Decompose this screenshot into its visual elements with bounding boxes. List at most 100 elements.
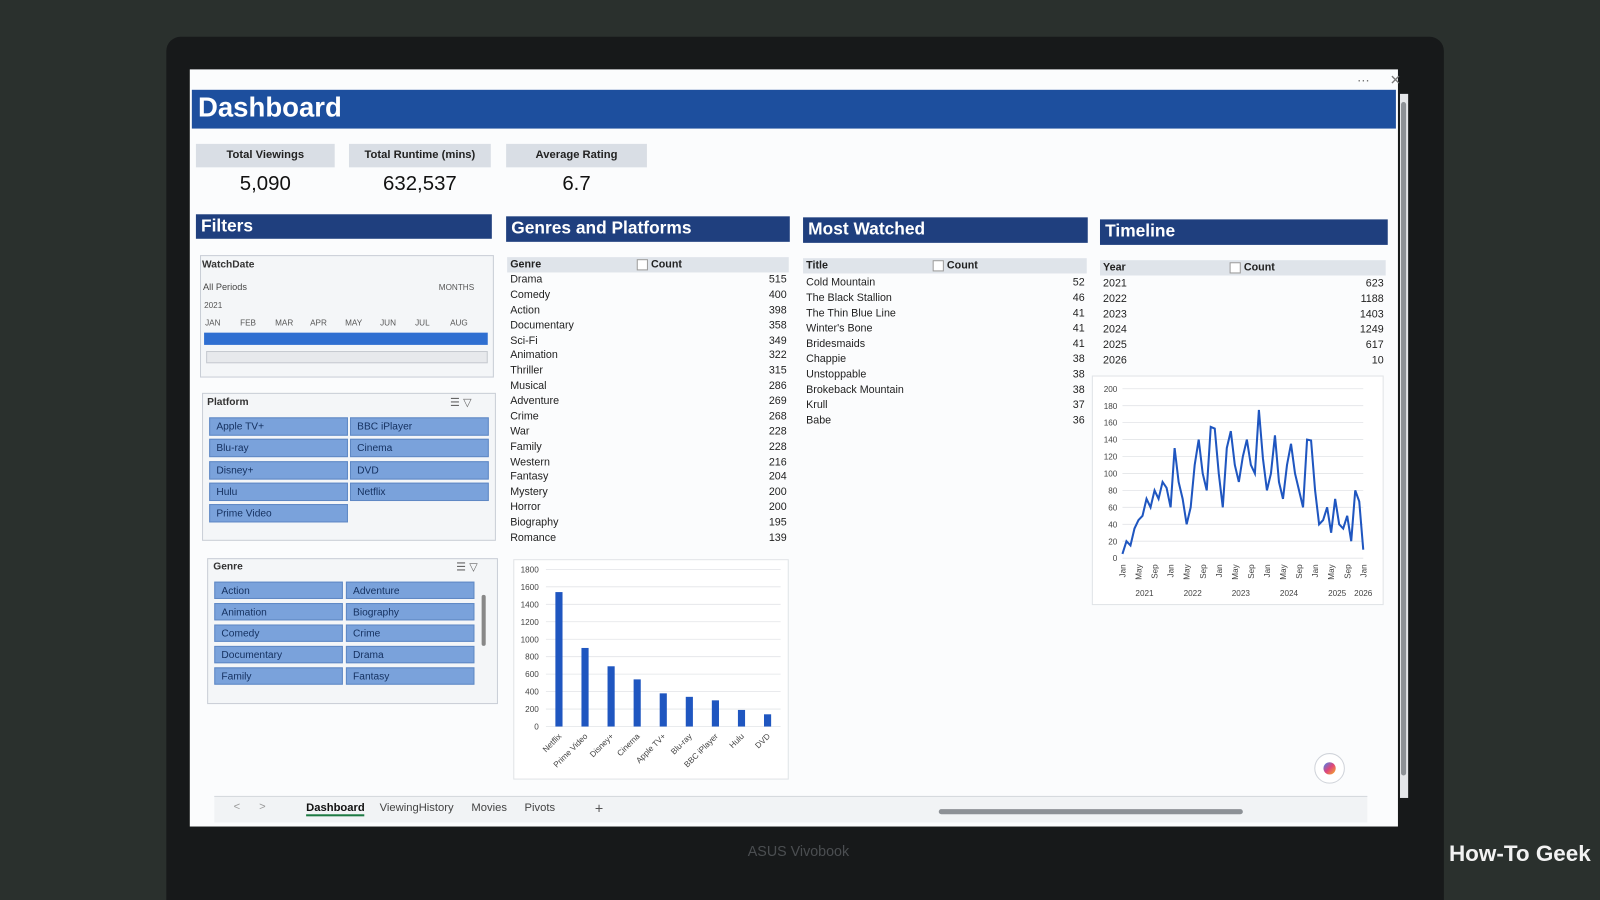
add-sheet[interactable]: +	[594, 799, 604, 817]
slicer-button[interactable]: Blu-ray	[209, 439, 348, 458]
table-cell: Musical	[510, 379, 547, 392]
y-tick-label: 80	[1108, 486, 1118, 495]
slicer-button[interactable]: Cinema	[349, 439, 489, 458]
column-header[interactable]: Year	[1103, 261, 1126, 274]
table-cell: Cold Mountain	[806, 276, 876, 289]
table-cell: The Thin Blue Line	[806, 307, 896, 320]
x-tick-label: May	[1231, 563, 1240, 579]
line-series	[1121, 409, 1365, 555]
slicer-button[interactable]: BBC iPlayer	[349, 417, 489, 436]
filter-dropdown[interactable]	[1229, 262, 1241, 274]
table-cell: 46	[1072, 291, 1085, 305]
slicer-scroll[interactable]	[481, 594, 486, 646]
scroll-thumb[interactable]	[1401, 102, 1407, 776]
vertical-scrollbar[interactable]	[1399, 93, 1409, 798]
slicer-level[interactable]: MONTHS	[438, 282, 475, 292]
table-cell: Winter's Bone	[806, 322, 873, 335]
slicer-button[interactable]: Disney+	[209, 460, 348, 480]
filter-dropdown[interactable]	[932, 260, 944, 272]
y-tick-label: 180	[1104, 402, 1118, 411]
table-cell: Adventure	[510, 394, 560, 408]
kpi-label: Average Rating	[506, 143, 647, 168]
table-cell: 139	[768, 531, 787, 544]
slicer-month: MAR	[275, 318, 294, 328]
table-cell: The Black Stallion	[806, 291, 892, 305]
x-group-label: 2023	[1232, 589, 1251, 598]
kpi-value: 632,537	[383, 172, 457, 195]
bar	[763, 714, 772, 727]
table-cell: Sci-Fi	[510, 334, 538, 347]
sheet-tab[interactable]: ViewingHistory	[379, 802, 454, 815]
slicer-scroll[interactable]	[206, 351, 488, 364]
kpi-value: 5,090	[239, 172, 291, 195]
filter-dropdown[interactable]	[636, 259, 648, 271]
section-header: Filters	[195, 214, 492, 239]
x-group-label: 2022	[1184, 589, 1203, 598]
table-cell: 37	[1072, 398, 1085, 412]
y-tick-label: 160	[1104, 419, 1118, 428]
slicer-button[interactable]: Crime	[345, 624, 475, 642]
table-cell: 349	[768, 334, 787, 347]
window-close[interactable]: ✕	[1389, 72, 1401, 88]
window-menu: ⋯	[1357, 73, 1370, 88]
sheet-tab[interactable]: Pivots	[524, 802, 556, 815]
slicer-button[interactable]: Apple TV+	[209, 417, 348, 436]
table-cell: Drama	[510, 273, 543, 286]
slicer-button[interactable]: Animation	[214, 603, 343, 621]
table-cell: 41	[1072, 337, 1085, 350]
table-cell: 228	[768, 440, 787, 453]
slicer-button[interactable]: Adventure	[345, 581, 475, 599]
slicer-button[interactable]: Action	[214, 581, 343, 599]
x-tick-label: Jan	[1263, 564, 1272, 577]
slicer-button[interactable]: Fantasy	[345, 667, 475, 685]
slicer-button[interactable]: Biography	[345, 603, 475, 621]
y-tick-label: 200	[1104, 385, 1118, 394]
table-cell: 228	[768, 425, 787, 438]
table-cell: War	[510, 425, 530, 438]
nav-arrow[interactable]: <	[233, 801, 241, 814]
slicer-period-bar[interactable]	[204, 332, 488, 345]
table-cell: Bridesmaids	[806, 337, 866, 350]
slicer-button[interactable]: Comedy	[214, 624, 343, 642]
table-cell: Mystery	[510, 486, 548, 499]
slicer-button[interactable]: Drama	[345, 645, 475, 664]
x-tick-label: Jan	[1359, 564, 1368, 577]
table-cell: 515	[768, 273, 787, 286]
table-cell: Krull	[806, 398, 828, 412]
table-cell: 41	[1072, 322, 1085, 335]
column-header[interactable]: Title	[806, 259, 828, 272]
kpi-label: Total Runtime (mins)	[348, 143, 491, 168]
slicer-button[interactable]: Hulu	[209, 482, 348, 501]
slicer-title: Genre	[213, 561, 243, 573]
table-cell: 1403	[1359, 308, 1384, 321]
table-cell: Western	[510, 455, 550, 468]
sheet-tab[interactable]: Movies	[471, 802, 507, 815]
slicer-button[interactable]: Netflix	[349, 482, 489, 501]
sheet-tab[interactable]: Dashboard	[306, 802, 365, 817]
y-tick-label: 1200	[521, 618, 540, 627]
slicer-button[interactable]: Documentary	[214, 645, 343, 664]
slicer-button[interactable]: Family	[214, 667, 343, 685]
slicer-button[interactable]: DVD	[349, 460, 489, 480]
horizontal-scrollbar[interactable]	[938, 809, 1243, 815]
table-cell: 200	[768, 486, 787, 499]
y-tick-label: 800	[525, 653, 539, 662]
table-cell: 1249	[1359, 323, 1384, 336]
slicer-title: Platform	[207, 396, 249, 409]
column-header[interactable]: Genre	[510, 258, 542, 271]
table-header	[803, 258, 1087, 274]
table-cell: 286	[768, 379, 787, 392]
nav-arrow[interactable]: >	[259, 801, 266, 814]
table-cell: 617	[1365, 338, 1384, 352]
slicer-month: APR	[310, 318, 327, 328]
bar	[633, 679, 641, 727]
y-tick-label: 200	[525, 705, 539, 714]
table-cell: 322	[768, 349, 787, 362]
y-tick-label: 60	[1108, 503, 1118, 512]
x-tick-label: May	[1183, 563, 1192, 579]
copilot-button[interactable]	[1314, 753, 1345, 784]
slicer-title: WatchDate	[202, 259, 255, 271]
slicer-button[interactable]: Prime Video	[209, 504, 348, 523]
